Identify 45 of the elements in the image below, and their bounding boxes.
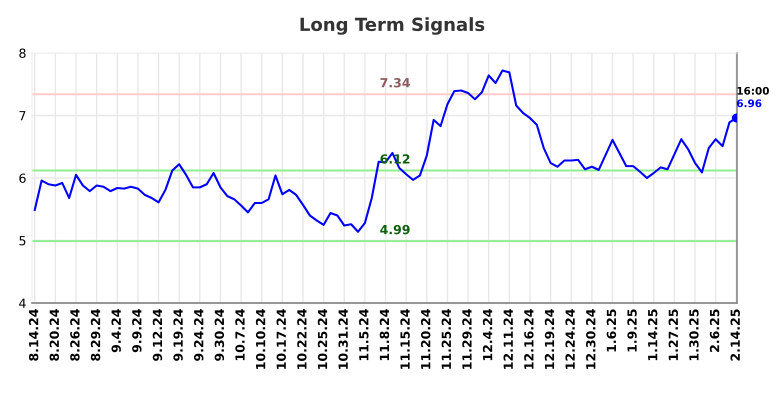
y-tick-label: 7 <box>20 111 26 120</box>
x-tick-label: 9.30.24 <box>214 309 224 361</box>
x-tick-label: 11.15.24 <box>400 309 410 369</box>
x-tick-label: 8.20.24 <box>50 309 60 361</box>
x-tick-label: 1.14.25 <box>648 309 658 360</box>
x-tick-label: 11.25.24 <box>442 309 452 369</box>
ref-line-label: 4.99 <box>380 224 410 234</box>
x-tick-label: 10.7.24 <box>235 309 245 360</box>
x-tick-label: 11.29.24 <box>462 309 472 369</box>
x-tick-label: 12.16.24 <box>524 309 534 369</box>
x-tick-label: 11.8.24 <box>380 309 390 360</box>
x-tick-label: 1.27.25 <box>668 309 678 360</box>
ref-line-label: 7.34 <box>380 78 410 88</box>
x-tick-label: 2.6.25 <box>710 309 720 352</box>
x-tick-label: 10.22.24 <box>297 309 307 369</box>
x-tick-label: 12.11.24 <box>504 309 513 369</box>
x-tick-label: 1.9.25 <box>627 309 637 352</box>
x-tick-label: 8.14.24 <box>28 309 38 361</box>
x-tick-label: 12.19.24 <box>544 309 554 369</box>
x-tick-label: 1.6.25 <box>606 309 616 352</box>
x-tick-label: 12.24.24 <box>565 309 575 369</box>
x-tick-label: 1.30.25 <box>689 309 699 360</box>
x-tick-label: 12.30.24 <box>586 309 596 369</box>
x-tick-label: 10.25.24 <box>318 309 328 369</box>
annotation: 6.96 <box>736 99 762 108</box>
chart-title: Long Term Signals <box>300 17 484 35</box>
x-tick-label: 8.29.24 <box>90 309 100 361</box>
y-tick-label: 8 <box>19 48 26 58</box>
x-tick-label: 2.14.25 <box>730 309 740 361</box>
x-tick-label: 9.4.24 <box>111 309 121 352</box>
x-tick-label: 9.9.24 <box>132 309 142 352</box>
x-tick-label: 9.24.24 <box>194 309 204 361</box>
y-tick-label: 5 <box>19 236 26 246</box>
x-tick-label: 9.19.24 <box>173 309 183 361</box>
x-tick-label: 10.10.24 <box>256 309 266 369</box>
y-tick-label: 4 <box>19 298 26 308</box>
y-tick-label: 6 <box>19 173 26 183</box>
x-tick-label: 9.12.24 <box>152 309 162 361</box>
x-tick-label: 8.26.24 <box>70 309 80 361</box>
x-tick-label: 10.31.24 <box>338 309 348 369</box>
x-tick-label: 11.20.24 <box>420 309 430 369</box>
x-tick-label: 12.4.24 <box>482 309 492 360</box>
annotation: 16:00 <box>737 86 769 95</box>
x-tick-label: 11.5.24 <box>359 309 369 360</box>
x-tick-label: 10.17.24 <box>276 309 286 369</box>
